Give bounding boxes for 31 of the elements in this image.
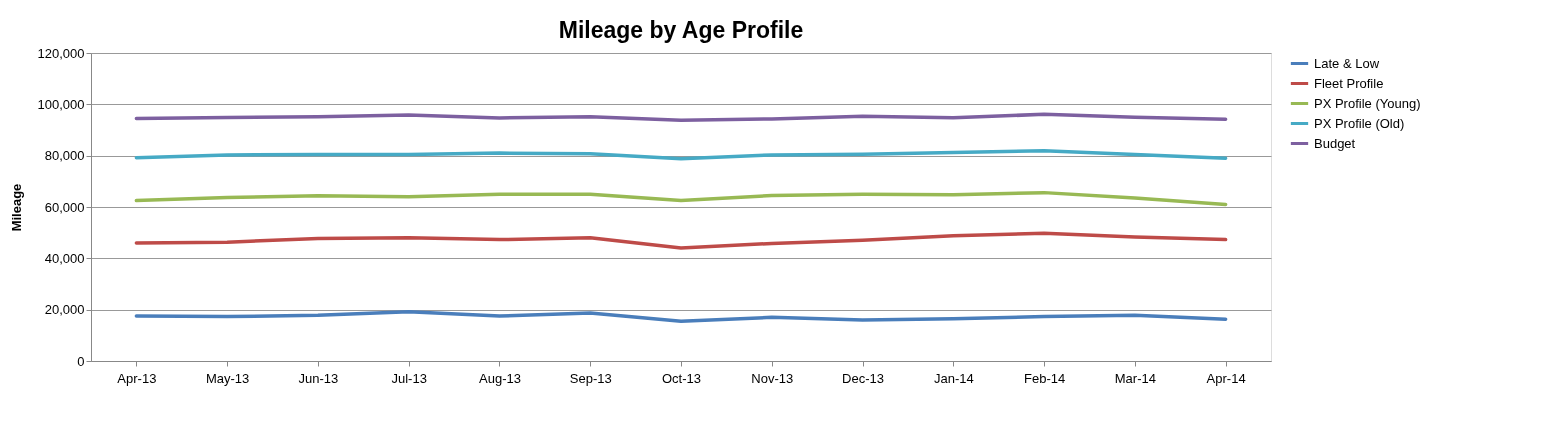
legend-label: PX Profile (Young) bbox=[1314, 95, 1421, 111]
x-tick-label: Mar-14 bbox=[1114, 370, 1156, 386]
legend-label: PX Profile (Old) bbox=[1314, 115, 1405, 131]
y-tick-label: 40,000 bbox=[44, 250, 85, 266]
x-tick-label: Dec-13 bbox=[842, 370, 884, 386]
y-tick-label: 0 bbox=[77, 353, 85, 369]
legend-label: Budget bbox=[1314, 135, 1356, 151]
y-tick-label: 120,000 bbox=[37, 45, 85, 61]
y-tick-label: 100,000 bbox=[37, 96, 85, 112]
line-series bbox=[134, 309, 1228, 323]
x-tick-label: Apr-13 bbox=[117, 370, 157, 386]
y-tick-label: 80,000 bbox=[44, 148, 85, 164]
line-series bbox=[134, 149, 1228, 161]
x-tick-label: Aug-13 bbox=[479, 370, 521, 386]
x-tick-label: Nov-13 bbox=[751, 370, 794, 386]
legend-label: Late & Low bbox=[1314, 55, 1380, 71]
x-tick-label: May-13 bbox=[205, 370, 250, 386]
line-series bbox=[134, 231, 1228, 250]
chart-title: Mileage by Age Profile bbox=[558, 17, 804, 43]
x-tick-label: Jul-13 bbox=[391, 370, 427, 386]
y-tick-label: 60,000 bbox=[44, 199, 85, 215]
line-series bbox=[134, 190, 1228, 207]
y-axis-title: Mileage bbox=[8, 183, 24, 232]
x-tick-label: Apr-14 bbox=[1206, 370, 1246, 386]
x-tick-label: Sep-13 bbox=[569, 370, 612, 386]
y-tick-label: 20,000 bbox=[44, 302, 85, 318]
x-tick-label: Oct-13 bbox=[661, 370, 702, 386]
x-tick-label: Jun-13 bbox=[298, 370, 339, 386]
x-tick-label: Feb-14 bbox=[1023, 370, 1066, 386]
x-tick-label: Jan-14 bbox=[933, 370, 974, 386]
legend-label: Fleet Profile bbox=[1314, 75, 1384, 91]
